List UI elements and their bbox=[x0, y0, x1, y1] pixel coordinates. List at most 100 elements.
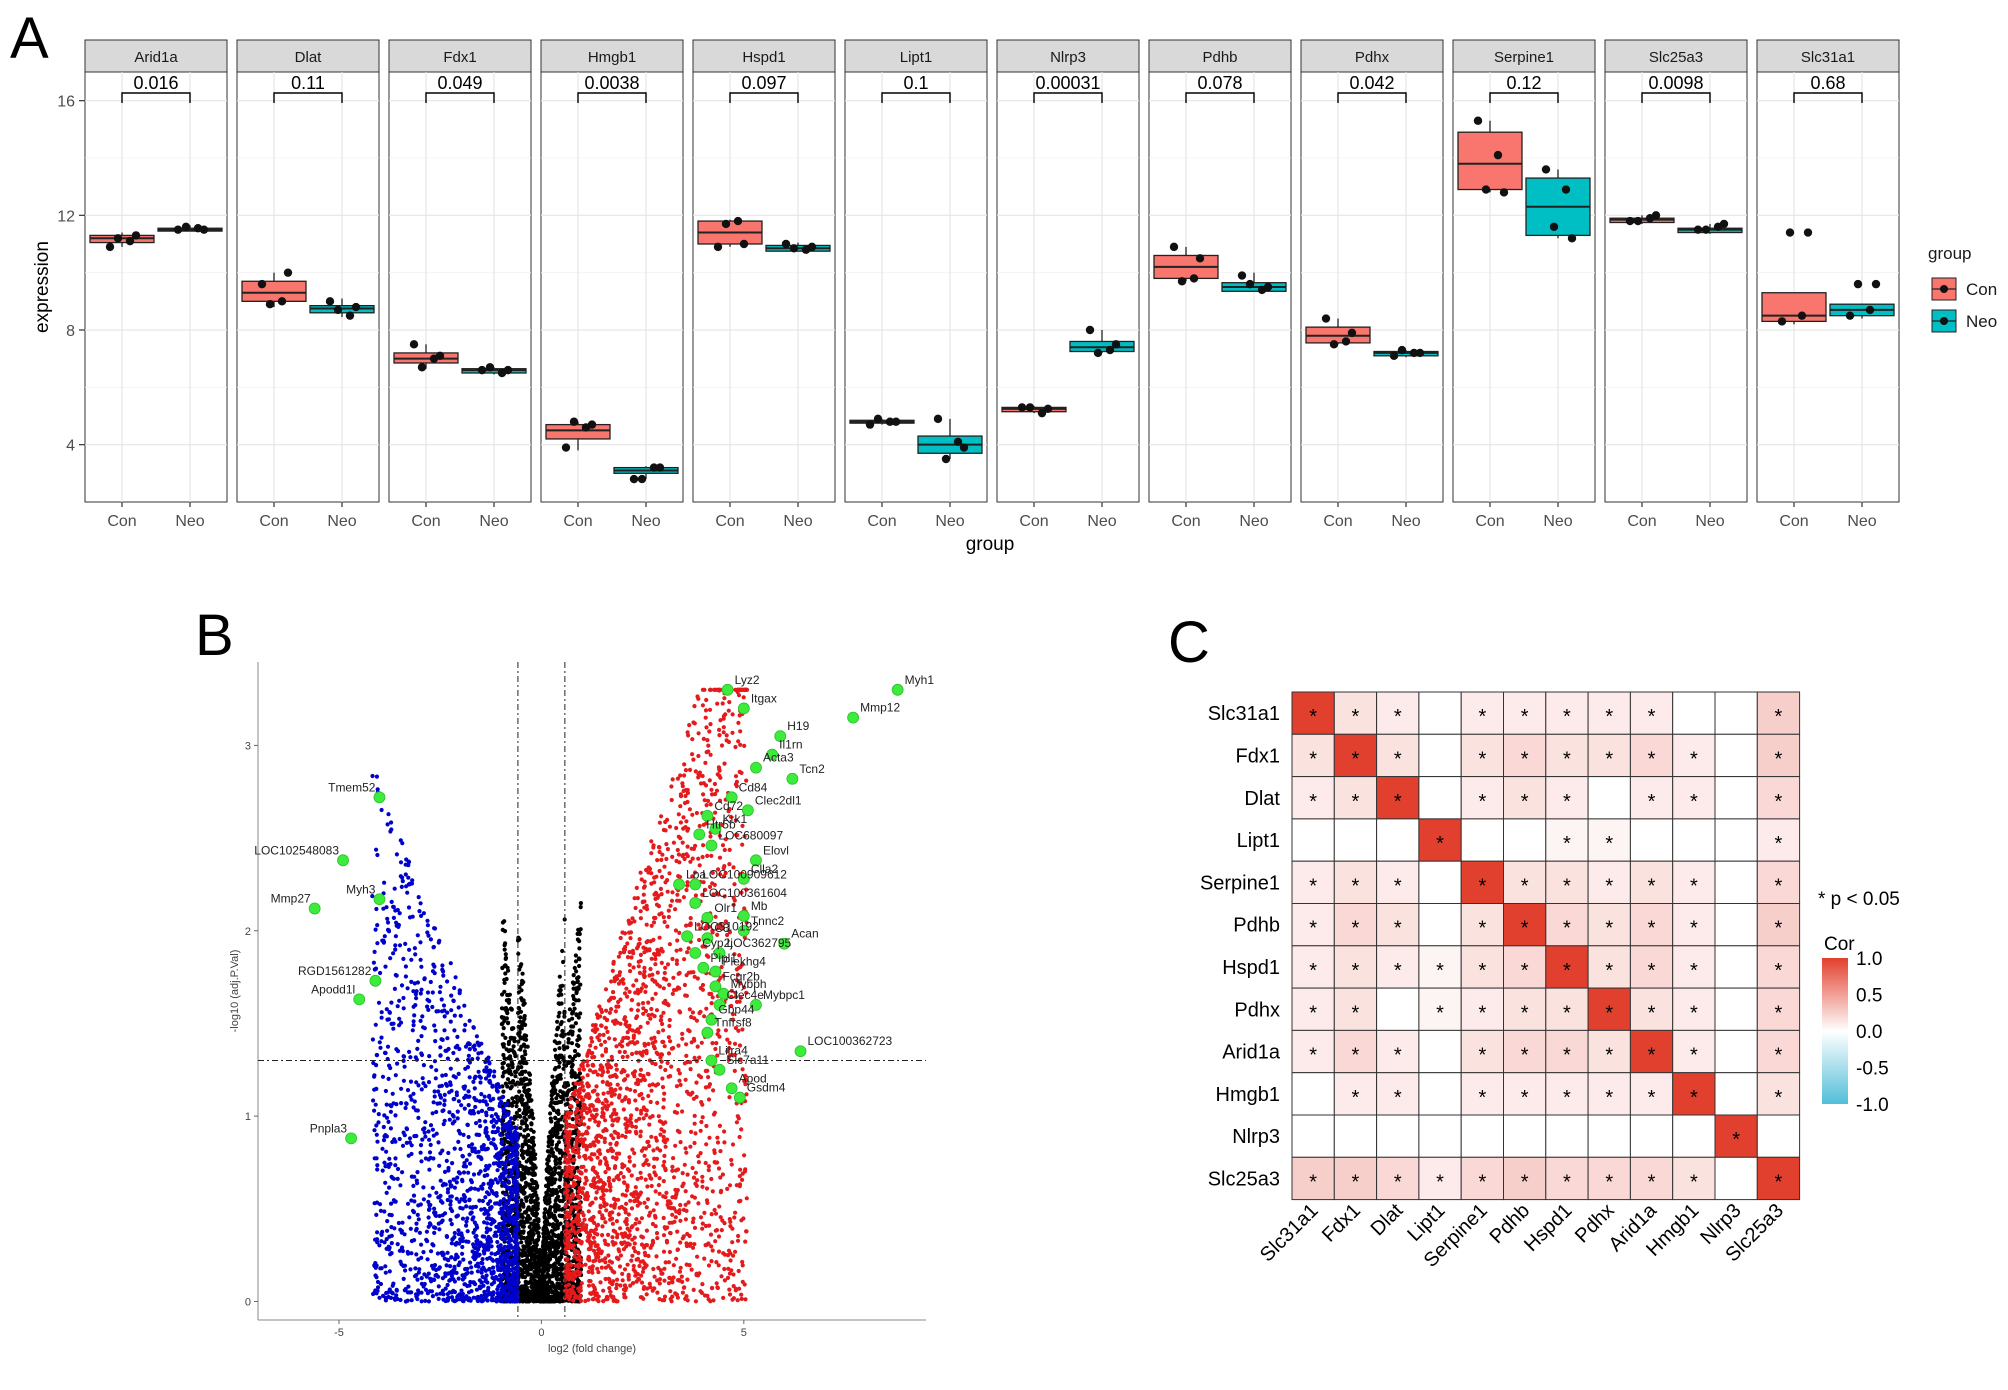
volcano-point bbox=[501, 1094, 506, 1099]
volcano-point bbox=[597, 1258, 602, 1263]
volcano-point bbox=[503, 955, 509, 960]
volcano-point bbox=[432, 1023, 437, 1028]
volcano-point bbox=[552, 1233, 558, 1238]
volcano-point bbox=[387, 1063, 392, 1068]
volcano-point bbox=[556, 1223, 561, 1228]
con-point bbox=[417, 363, 427, 372]
volcano-point bbox=[557, 1165, 562, 1170]
con-box bbox=[1761, 292, 1827, 323]
volcano-point bbox=[392, 1137, 397, 1142]
volcano-point bbox=[452, 1146, 457, 1151]
volcano-point bbox=[382, 1134, 387, 1139]
volcano-point bbox=[475, 1269, 480, 1274]
con-point bbox=[1651, 211, 1661, 220]
volcano-point bbox=[571, 1002, 576, 1007]
volcano-point bbox=[566, 1115, 572, 1120]
volcano-point bbox=[673, 1215, 678, 1220]
volcano-point bbox=[740, 842, 745, 847]
volcano-point bbox=[372, 1263, 377, 1269]
volcano-point bbox=[479, 1050, 484, 1055]
volcano-point bbox=[439, 1037, 444, 1042]
y-tick-label: 16 bbox=[57, 94, 75, 111]
volcano-point bbox=[502, 1006, 507, 1011]
volcano-point bbox=[456, 1071, 461, 1076]
p-value-label: 0.049 bbox=[437, 73, 482, 93]
volcano-point bbox=[477, 1278, 482, 1283]
x-tick-label: Neo bbox=[1543, 513, 1572, 530]
volcano-point bbox=[460, 1154, 465, 1159]
volcano-point bbox=[462, 1003, 467, 1008]
volcano-point bbox=[549, 1142, 555, 1147]
neo-point bbox=[503, 365, 513, 375]
volcano-point bbox=[722, 1278, 728, 1283]
volcano-point bbox=[432, 926, 438, 931]
volcano-point bbox=[515, 1245, 520, 1250]
volcano-point bbox=[657, 849, 662, 855]
volcano-point bbox=[448, 1217, 453, 1223]
con-point bbox=[733, 216, 743, 226]
volcano-point bbox=[506, 1020, 511, 1025]
volcano-point bbox=[555, 1019, 560, 1024]
volcano-point bbox=[397, 1136, 402, 1142]
volcano-point bbox=[504, 1101, 509, 1106]
volcano-point bbox=[385, 920, 391, 925]
volcano-point bbox=[454, 1196, 459, 1201]
volcano-point bbox=[421, 1185, 426, 1190]
volcano-point bbox=[548, 1213, 553, 1218]
volcano-point bbox=[550, 1253, 556, 1258]
y-tick-label: 8 bbox=[66, 323, 75, 340]
volcano-point bbox=[450, 1112, 455, 1118]
facet-panel bbox=[388, 71, 532, 503]
volcano-point bbox=[507, 992, 512, 997]
volcano-point bbox=[631, 1263, 636, 1269]
volcano-point bbox=[417, 1230, 422, 1235]
volcano-point bbox=[372, 949, 377, 955]
volcano-point bbox=[553, 1286, 558, 1291]
volcano-point bbox=[456, 1276, 461, 1281]
volcano-point bbox=[479, 1108, 485, 1113]
volcano-point bbox=[530, 1139, 536, 1144]
volcano-point bbox=[678, 773, 683, 778]
neo-point bbox=[1237, 271, 1247, 280]
volcano-point bbox=[512, 1227, 518, 1232]
significance-bracket bbox=[1793, 92, 1863, 103]
volcano-point bbox=[409, 1298, 414, 1303]
neo-point bbox=[181, 222, 191, 231]
volcano-point bbox=[466, 1103, 471, 1108]
volcano-point bbox=[663, 1260, 668, 1265]
volcano-point bbox=[493, 1252, 498, 1257]
volcano-point bbox=[419, 1087, 424, 1092]
volcano-point bbox=[443, 1081, 449, 1087]
volcano-point bbox=[426, 1271, 431, 1276]
volcano-point bbox=[663, 965, 668, 970]
volcano-point bbox=[678, 1240, 683, 1245]
volcano-point bbox=[409, 957, 414, 962]
volcano-point bbox=[488, 1291, 493, 1296]
volcano-point bbox=[465, 1229, 470, 1234]
con-point bbox=[1499, 188, 1509, 197]
volcano-point bbox=[677, 1078, 682, 1083]
volcano-point bbox=[491, 1290, 496, 1295]
volcano-point bbox=[509, 1161, 514, 1166]
volcano-point bbox=[418, 957, 423, 962]
volcano-point bbox=[738, 729, 743, 734]
volcano-point bbox=[518, 1009, 524, 1014]
volcano-point bbox=[550, 1091, 556, 1096]
volcano-point bbox=[575, 979, 580, 984]
volcano-point bbox=[438, 1053, 443, 1058]
volcano-point bbox=[384, 1007, 389, 1012]
volcano-point bbox=[571, 1154, 576, 1159]
volcano-point bbox=[397, 1248, 402, 1253]
volcano-point bbox=[432, 1263, 438, 1268]
volcano-point bbox=[442, 1118, 447, 1123]
volcano-point bbox=[618, 1253, 624, 1258]
volcano-point bbox=[467, 1018, 472, 1023]
volcano-point bbox=[423, 1298, 428, 1303]
neo-point bbox=[933, 414, 943, 424]
volcano-point bbox=[454, 1270, 459, 1275]
neo-point bbox=[1561, 185, 1571, 194]
volcano-point bbox=[407, 1049, 412, 1054]
volcano-point bbox=[503, 971, 508, 976]
volcano-point bbox=[557, 1277, 563, 1282]
